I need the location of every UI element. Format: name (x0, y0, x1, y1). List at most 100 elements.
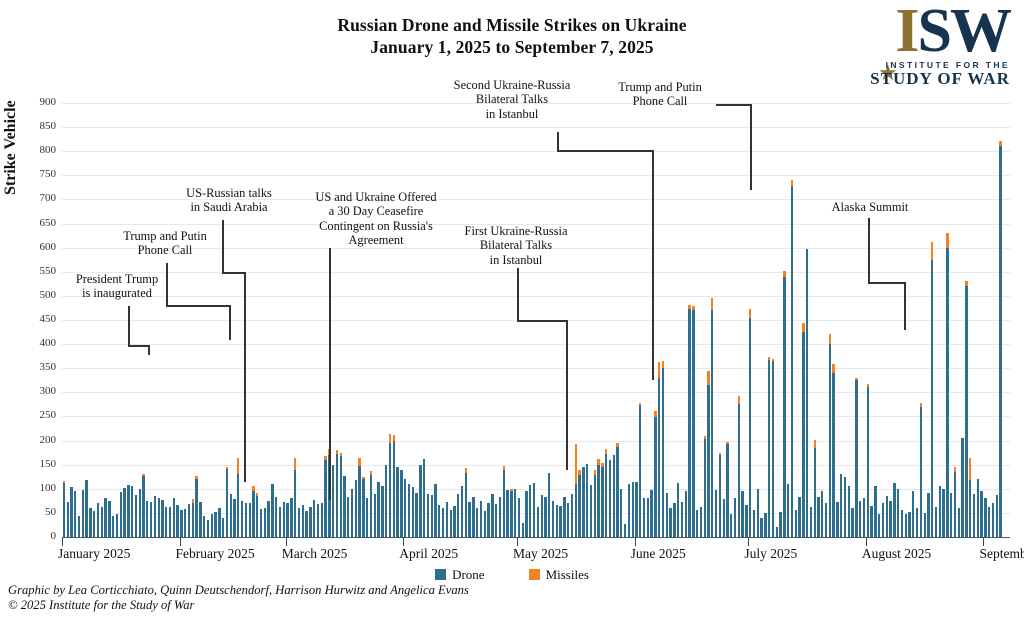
bar (589, 484, 593, 537)
annotation-label-ceasefire-offer: US and Ukraine Offered a 30 Day Ceasefir… (315, 190, 437, 248)
bar (396, 467, 399, 537)
annotation-label-alaska-summit: Alaska Summit (831, 200, 909, 214)
bar-segment-drone (335, 454, 339, 537)
bar-segment-drone (904, 513, 907, 537)
bar (377, 481, 380, 537)
y-tick-label: 750 (39, 168, 57, 181)
bar-segment-missile (256, 492, 259, 496)
bar-segment-drone (953, 471, 957, 537)
bar-segment-missile (294, 457, 297, 470)
bar (809, 507, 813, 537)
x-tick-label: July 2025 (744, 546, 798, 561)
bar-segment-drone (654, 417, 657, 537)
bar-segment-drone (320, 502, 323, 537)
bar-segment-drone (843, 476, 847, 537)
gridline (62, 368, 1010, 370)
bar-segment-drone (312, 500, 316, 537)
x-axis-line (62, 537, 1010, 539)
bar (415, 492, 418, 537)
bar (608, 459, 612, 537)
bar-segment-drone (703, 438, 706, 537)
bar (881, 503, 885, 537)
bar-segment-drone (347, 496, 350, 537)
bar-segment-missile (771, 358, 775, 361)
bar-segment-missile (688, 304, 691, 310)
bar-segment-drone (586, 463, 589, 537)
bar (779, 511, 782, 537)
bar (149, 502, 153, 537)
bar-segment-drone (123, 487, 126, 537)
annotation-label-trump-putin-call-2: Trump and Putin Phone Call (618, 80, 702, 109)
bar (984, 498, 987, 537)
bar-segment-drone (343, 476, 346, 537)
bar (366, 498, 369, 537)
bar (798, 496, 801, 537)
bar-segment-drone (316, 504, 320, 537)
annotation-leader-trump-inaugurated (128, 306, 130, 345)
bar (703, 435, 706, 537)
bar-segment-drone (969, 480, 972, 537)
bar-segment-drone (612, 455, 615, 537)
bar (680, 502, 684, 537)
bar-segment-missile (866, 384, 869, 387)
bar-segment-drone (881, 503, 885, 537)
bar (441, 508, 445, 537)
bar (221, 517, 225, 537)
bar (199, 502, 202, 537)
x-tick (865, 537, 867, 546)
bar-segment-drone (157, 498, 160, 537)
gridline (62, 247, 1010, 249)
bar (737, 395, 741, 537)
bar (294, 457, 297, 537)
bar (847, 486, 850, 537)
bar-segment-missile (855, 377, 858, 381)
gridline (62, 271, 1010, 273)
bar-segment-drone (714, 490, 718, 537)
bar (548, 472, 551, 537)
bar (244, 503, 248, 537)
bar (536, 507, 540, 537)
bar (661, 361, 665, 537)
bar-segment-drone (464, 472, 468, 537)
bar-segment-drone (388, 442, 392, 537)
bar-segment-missile (464, 467, 468, 473)
bar-segment-drone (460, 486, 464, 537)
bar (157, 498, 160, 537)
bar-segment-drone (931, 260, 934, 537)
bar-segment-drone (570, 493, 574, 537)
annotation-leader-trump-putin-call-1 (166, 263, 168, 305)
bar-segment-drone (267, 501, 270, 537)
bar-segment-drone (893, 483, 896, 537)
bar (510, 488, 513, 537)
bar (184, 509, 187, 537)
bar (980, 491, 983, 537)
bar-segment-drone (771, 360, 775, 537)
bar-segment-drone (790, 185, 794, 537)
bar-segment-drone (650, 489, 653, 537)
bar (358, 458, 361, 537)
bar-segment-drone (275, 496, 278, 537)
bar-segment-drone (168, 506, 172, 537)
bar (248, 503, 251, 537)
bar-segment-drone (502, 469, 505, 537)
bar (574, 444, 577, 537)
logo-letter-i: I (895, 0, 919, 65)
bar-segment-drone (620, 488, 623, 537)
bar-segment-drone (362, 479, 365, 537)
bar (604, 449, 608, 537)
bar (802, 323, 805, 537)
bar-segment-missile (510, 488, 513, 491)
bar-segment-drone (756, 488, 759, 537)
bar-segment-drone (646, 498, 650, 537)
bar (794, 510, 797, 537)
bar-segment-drone (396, 467, 399, 537)
bar (938, 486, 942, 537)
bar (282, 502, 285, 537)
bar (570, 493, 574, 537)
gridline (62, 295, 1010, 297)
bar-segment-drone (608, 459, 612, 537)
bar (381, 486, 384, 537)
x-tick-label: September 2025 (979, 546, 1024, 561)
logo-mark: ISW (832, 0, 1012, 62)
bar (460, 486, 464, 537)
